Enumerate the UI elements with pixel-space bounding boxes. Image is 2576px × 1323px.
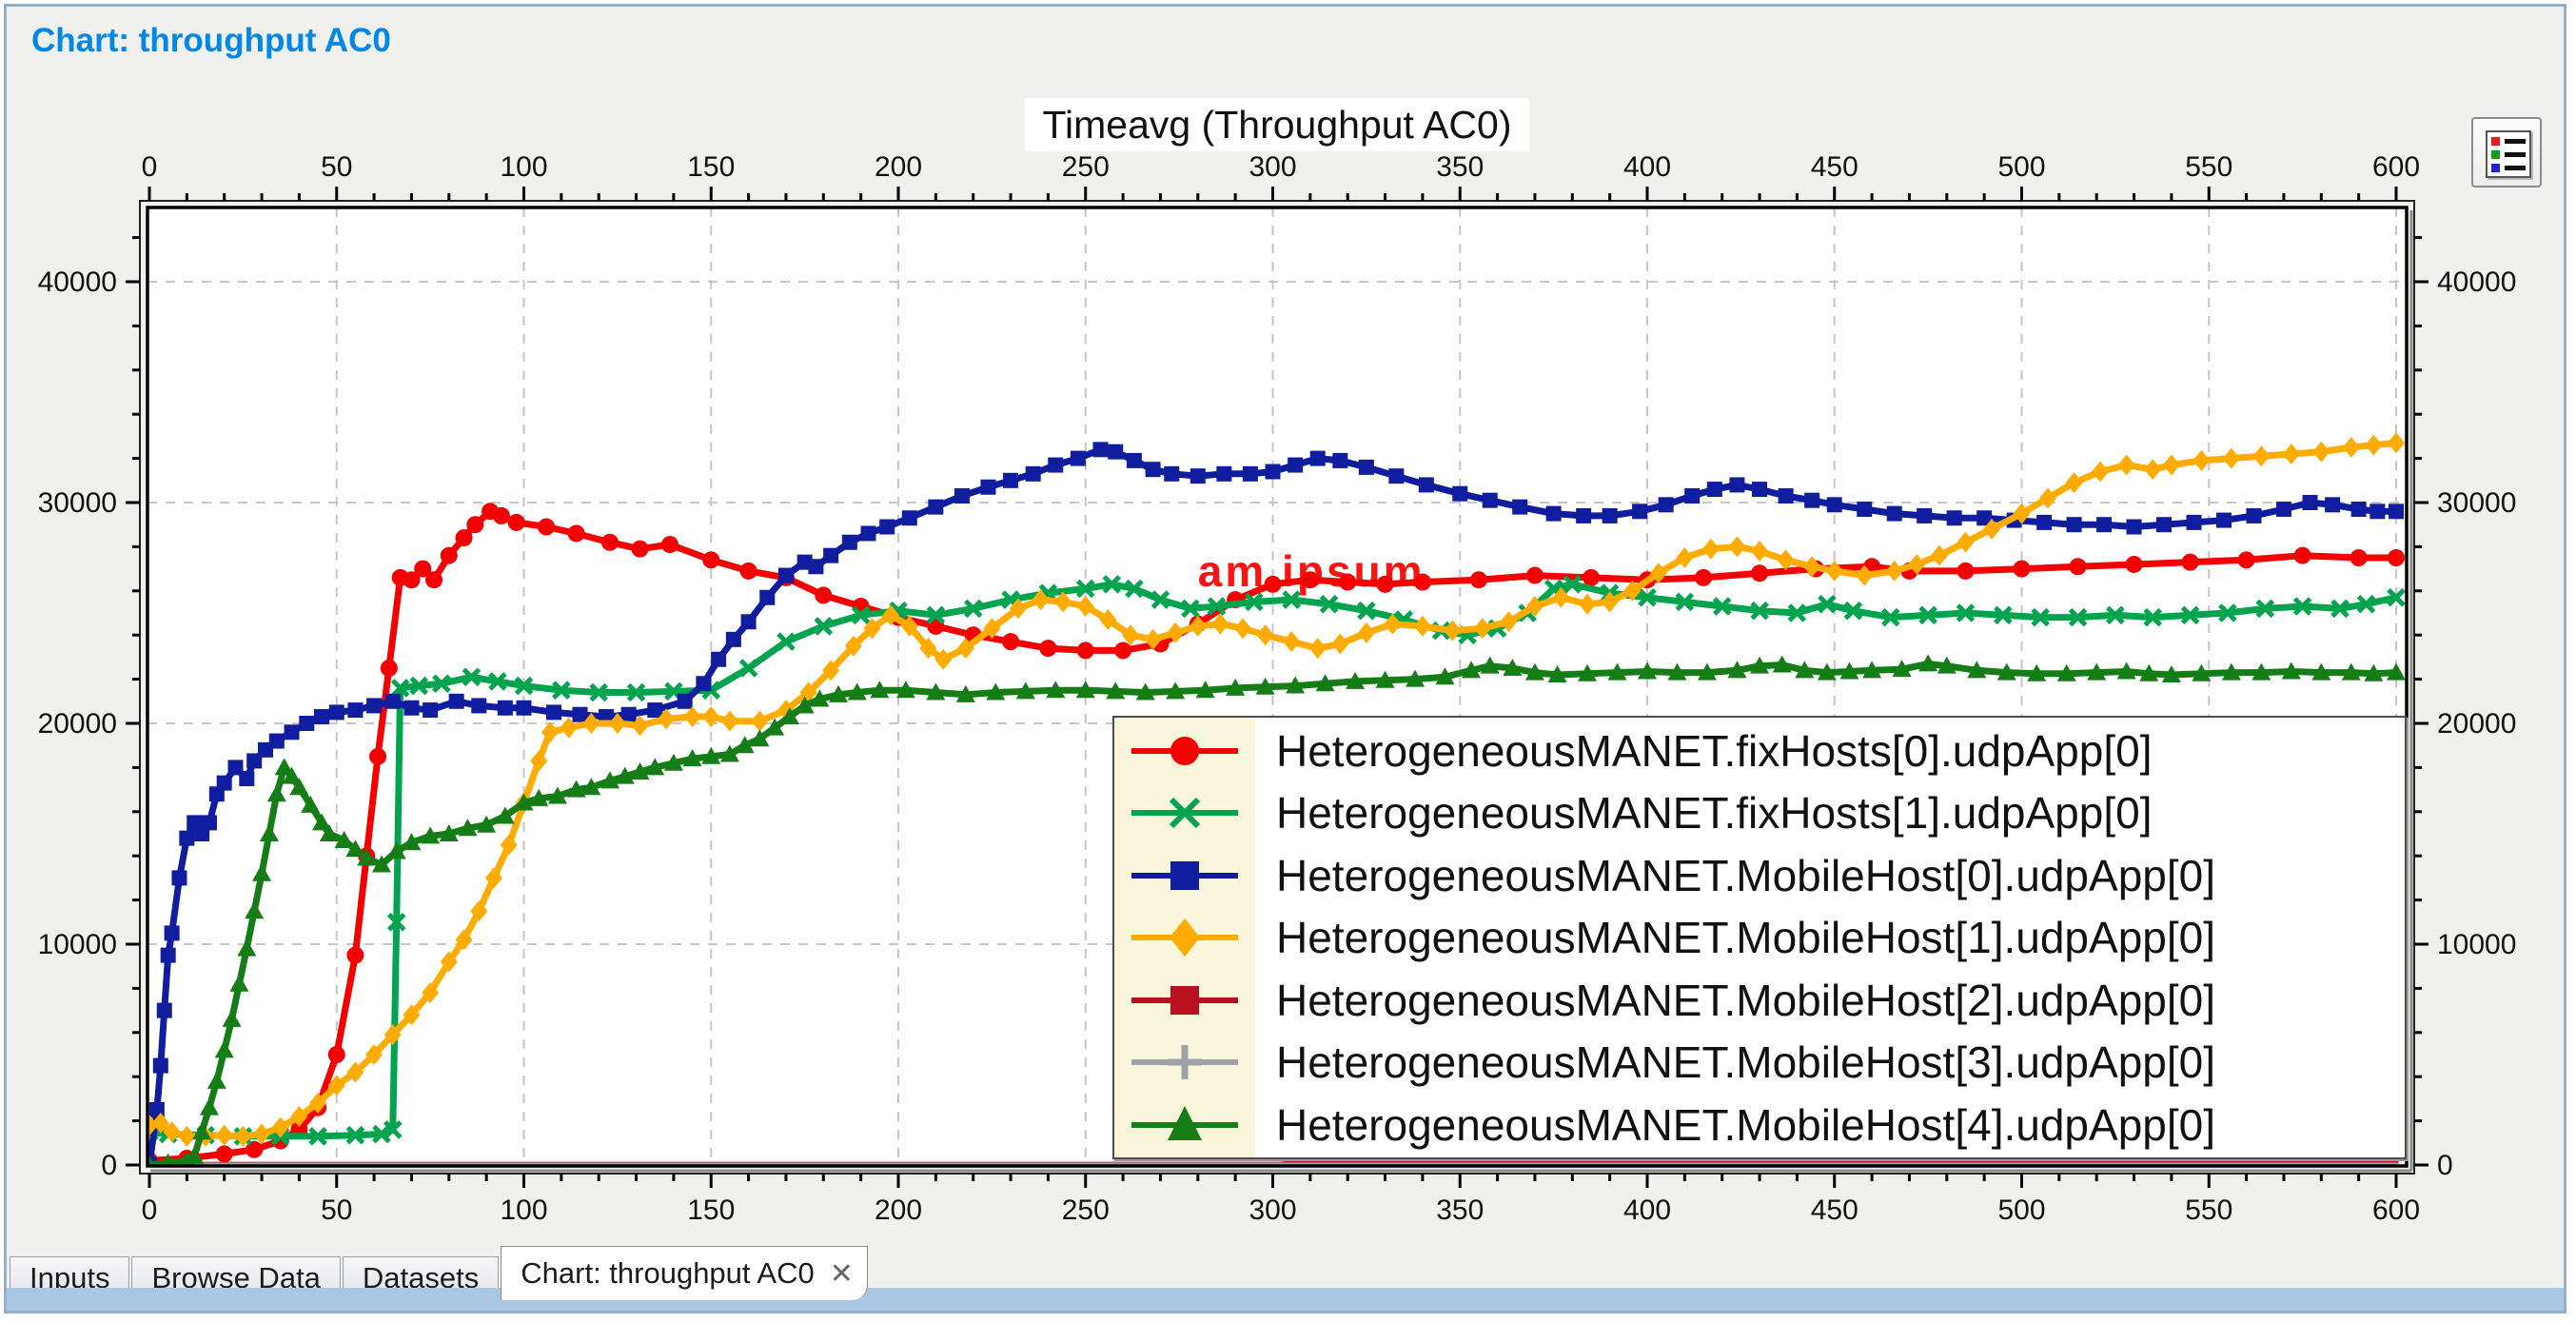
page-title: Chart: throughput AC0	[31, 22, 391, 59]
svg-text:30000: 30000	[2437, 487, 2516, 519]
svg-text:350: 350	[1436, 1195, 1484, 1226]
svg-text:0: 0	[142, 151, 158, 183]
svg-text:200: 200	[875, 1195, 922, 1226]
legend-item-label: HeterogeneousMANET.fixHosts[0].udpApp[0]	[1276, 725, 2153, 776]
legend-marker-icon	[1131, 860, 1238, 890]
svg-text:150: 150	[687, 1195, 735, 1226]
svg-text:500: 500	[1997, 151, 2045, 183]
legend-item: HeterogeneousMANET.fixHosts[1].udpApp[0]	[1114, 782, 2405, 845]
toggle-legend-button[interactable]	[2471, 117, 2542, 188]
tab-chart-throughput-ac0[interactable]: Chart: throughput AC0 ✕	[501, 1246, 868, 1300]
chart-title: Timeavg (Throughput AC0)	[1043, 103, 1512, 147]
window-bottom-border	[7, 1288, 2564, 1311]
svg-text:600: 600	[2372, 151, 2420, 183]
svg-text:550: 550	[2185, 1195, 2232, 1226]
svg-text:500: 500	[1997, 1195, 2045, 1226]
legend-list-icon	[2486, 130, 2531, 178]
svg-text:100: 100	[500, 1195, 547, 1226]
chart-legend: HeterogeneousMANET.fixHosts[0].udpApp[0]…	[1112, 716, 2407, 1159]
tab-label: Chart: throughput AC0	[521, 1256, 815, 1290]
legend-item-label: HeterogeneousMANET.fixHosts[1].udpApp[0]	[1276, 788, 2153, 839]
svg-text:100: 100	[500, 151, 547, 183]
legend-marker-icon	[1131, 918, 1238, 958]
analysis-window: Chart: throughput AC0 am.ipsum 0 0 50 50 100 1…	[4, 4, 2566, 1313]
svg-text:450: 450	[1811, 151, 1858, 183]
svg-text:550: 550	[2185, 151, 2232, 183]
svg-text:350: 350	[1436, 151, 1484, 183]
legend-item: HeterogeneousMANET.fixHosts[0].udpApp[0]	[1114, 720, 2405, 782]
svg-text:0: 0	[101, 1150, 117, 1181]
svg-text:10000: 10000	[38, 929, 117, 960]
svg-text:30000: 30000	[38, 487, 117, 519]
chart-canvas[interactable]: am.ipsum00505010010015015020020025025030…	[7, 7, 2569, 1311]
legend-item-label: HeterogeneousMANET.MobileHost[0].udpApp[…	[1276, 850, 2216, 900]
legend-marker-icon	[1131, 985, 1238, 1015]
legend-item-label: HeterogeneousMANET.MobileHost[3].udpApp[…	[1276, 1037, 2216, 1088]
svg-text:50: 50	[321, 1195, 352, 1226]
svg-text:0: 0	[2437, 1150, 2453, 1181]
legend-item-label: HeterogeneousMANET.MobileHost[4].udpApp[…	[1276, 1099, 2216, 1150]
legend-item: HeterogeneousMANET.MobileHost[3].udpApp[…	[1114, 1032, 2405, 1095]
svg-text:400: 400	[1623, 151, 1671, 183]
svg-text:600: 600	[2372, 1195, 2420, 1226]
legend-marker-icon	[1131, 1105, 1238, 1140]
svg-text:300: 300	[1249, 151, 1296, 183]
svg-text:300: 300	[1249, 1195, 1296, 1226]
legend-item: HeterogeneousMANET.MobileHost[1].udpApp[…	[1114, 907, 2405, 970]
legend-item: HeterogeneousMANET.MobileHost[4].udpApp[…	[1114, 1094, 2405, 1156]
svg-text:40000: 40000	[2437, 267, 2516, 298]
legend-rows: HeterogeneousMANET.fixHosts[0].udpApp[0]…	[1114, 720, 2405, 1159]
legend-marker-icon	[1131, 798, 1238, 829]
legend-item: HeterogeneousMANET.MobileHost[2].udpApp[…	[1114, 969, 2405, 1032]
svg-text:10000: 10000	[2437, 929, 2516, 960]
svg-text:40000: 40000	[38, 267, 117, 298]
svg-text:200: 200	[875, 151, 922, 183]
svg-text:150: 150	[687, 151, 735, 183]
tab-close-icon[interactable]: ✕	[829, 1257, 854, 1290]
series-line	[147, 439, 2400, 1140]
svg-text:0: 0	[142, 1195, 158, 1226]
svg-text:250: 250	[1062, 1195, 1110, 1226]
series-line	[147, 581, 2400, 1140]
svg-text:250: 250	[1062, 151, 1110, 183]
legend-marker-icon	[1131, 1045, 1238, 1080]
legend-item: HeterogeneousMANET.MobileHost[0].udpApp[…	[1114, 844, 2405, 907]
legend-item-label: HeterogeneousMANET.MobileHost[2].udpApp[…	[1276, 975, 2216, 1025]
svg-text:400: 400	[1623, 1195, 1671, 1226]
svg-text:20000: 20000	[38, 708, 117, 740]
legend-marker-icon	[1131, 736, 1238, 765]
svg-text:20000: 20000	[2437, 708, 2516, 740]
legend-item-label: HeterogeneousMANET.MobileHost[1].udpApp[…	[1276, 913, 2216, 963]
svg-text:50: 50	[321, 151, 352, 183]
svg-text:450: 450	[1811, 1195, 1858, 1226]
